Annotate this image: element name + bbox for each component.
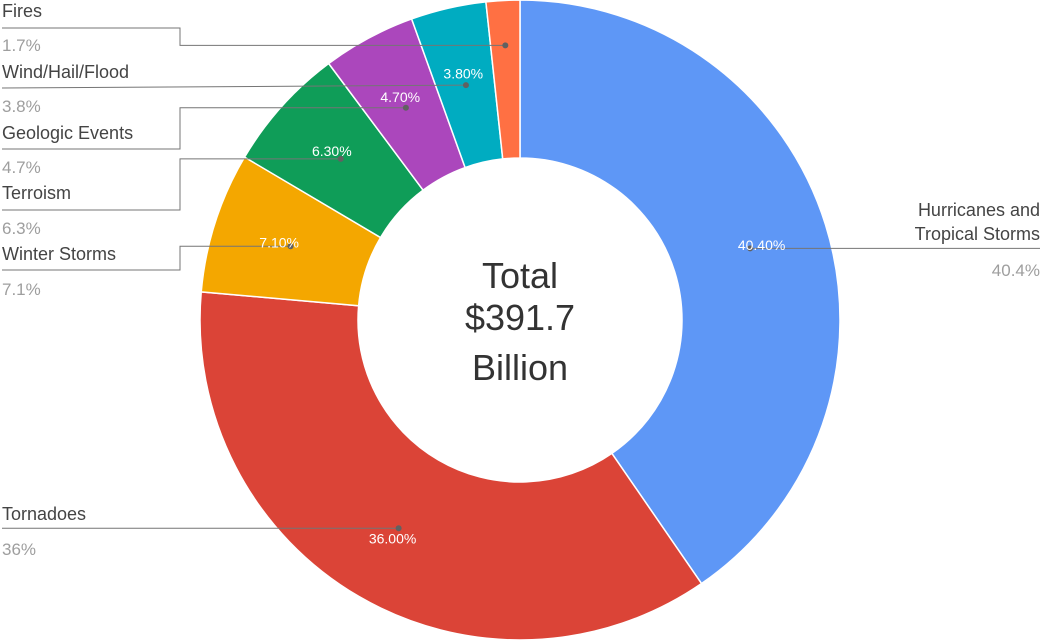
leader-line-geologic-events: [2, 107, 406, 150]
leader-line-terroism: [2, 158, 341, 211]
legend-value-tornadoes: 36%: [2, 540, 36, 559]
slice-label-hurricanes-and-tropical-storms: 40.40%: [738, 237, 785, 253]
legend-name-geologic-events: Geologic Events: [2, 123, 133, 143]
legend-value-geologic-events: 4.7%: [2, 158, 41, 177]
slices-group: [199, 0, 841, 641]
slice-label-terroism: 6.30%: [312, 143, 352, 159]
legend-name-winter-storms: Winter Storms: [2, 244, 116, 264]
legend-name-hurricanes-and-tropical-storms: Hurricanes and: [918, 200, 1040, 220]
legend-value-wind-hail-flood: 3.8%: [2, 97, 41, 116]
labels-group: 40.40% Hurricanes and Tropical Storms 40.4%…: [2, 1, 1040, 559]
slice-label-tornadoes: 36.00%: [369, 531, 416, 547]
leader-lines-group: [1, 27, 1040, 532]
legend-name-terroism: Terroism: [2, 183, 71, 203]
legend-value-fires: 1.7%: [2, 36, 41, 55]
slice-label-wind-hail-flood: 3.80%: [443, 65, 483, 81]
leader-dot-wind-hail-flood: [462, 82, 469, 89]
slice-label-winter-storms: 7.10%: [259, 235, 299, 251]
leader-dot-terroism: [337, 155, 344, 162]
slice-label-geologic-events: 4.70%: [380, 89, 420, 105]
legend-value-hurricanes-and-tropical-storms: 40.4%: [992, 261, 1040, 280]
center-text-line-1: Total: [482, 255, 558, 296]
leader-dot-geologic-events: [402, 104, 409, 111]
leader-dot-winter-storms: [287, 243, 294, 250]
legend-name-wind-hail-flood: Wind/Hail/Flood: [2, 62, 129, 82]
slice-fires: [485, 0, 521, 160]
leader-line-wind-hail-flood: [1, 84, 466, 89]
leader-dot-hurricanes-and-tropical-storms: [747, 245, 754, 252]
legend-name-hurricanes-and-tropical-storms: Tropical Storms: [915, 224, 1040, 244]
leader-line-fires: [2, 27, 506, 46]
legend-name-fires: Fires: [2, 1, 42, 21]
legend-name-tornadoes: Tornadoes: [2, 504, 86, 524]
slice-hurricanes-and-tropical-storms: [519, 0, 841, 585]
slice-tornadoes: [199, 291, 703, 641]
center-text-line-3: Billion: [472, 347, 568, 388]
leader-dot-tornadoes: [395, 525, 402, 532]
leader-dot-fires: [502, 42, 509, 49]
legend-value-terroism: 6.3%: [2, 219, 41, 238]
legend-value-winter-storms: 7.1%: [2, 280, 41, 299]
center-total: Total $391.7 Billion: [465, 255, 575, 388]
leader-line-winter-storms: [2, 245, 291, 271]
center-text-line-2: $391.7: [465, 297, 575, 338]
